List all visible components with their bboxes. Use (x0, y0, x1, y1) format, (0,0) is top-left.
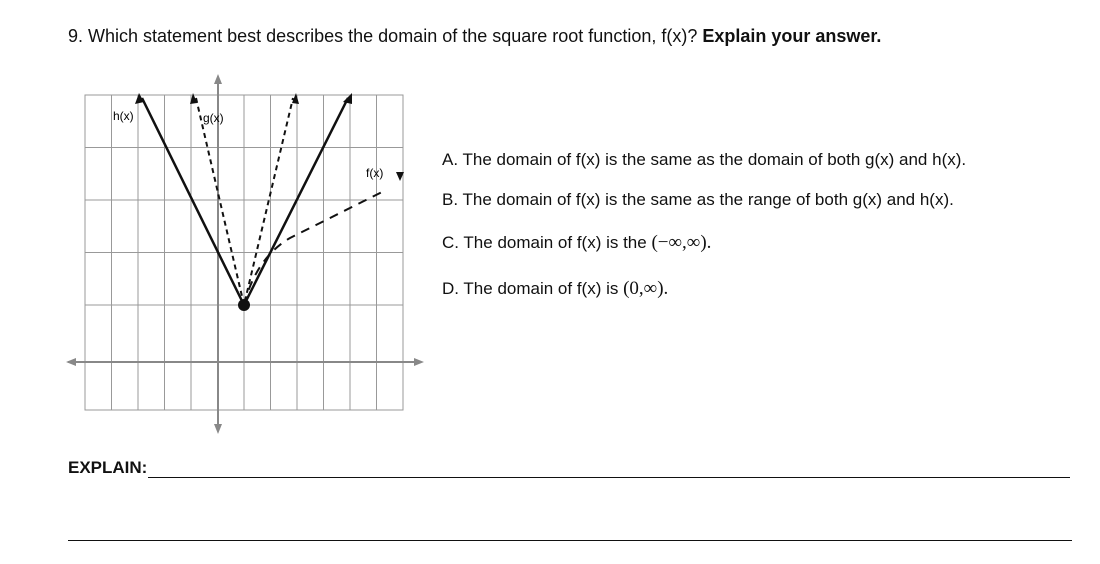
option: C. The domain of f(x) is the (−∞,∞). (442, 232, 711, 254)
option-text: The domain of f(x) is the same as the do… (462, 150, 967, 169)
graph-label: h(x) (113, 109, 134, 123)
option-math: (0,∞). (623, 278, 669, 299)
question-number: 9. (68, 26, 84, 46)
option-letter: A. (442, 150, 459, 169)
question: 9. Which statement best describes the do… (68, 26, 881, 47)
answer-line (68, 540, 1072, 541)
question-emphasis: Explain your answer. (702, 26, 882, 46)
option-text: The domain of f(x) is the same as the ra… (462, 190, 954, 209)
option: D. The domain of f(x) is (0,∞). (442, 278, 668, 300)
option-letter: C. (442, 233, 459, 252)
question-text: Which statement best describes the domai… (88, 26, 698, 46)
option-text: The domain of f(x) is the (463, 233, 647, 252)
option: B. The domain of f(x) is the same as the… (442, 190, 954, 210)
graph-label: f(x) (366, 166, 383, 180)
answer-line (148, 477, 1070, 478)
option-text: The domain of f(x) is (463, 279, 619, 298)
option: A. The domain of f(x) is the same as the… (442, 150, 966, 170)
option-letter: D. (442, 279, 459, 298)
graph-label: g(x) (203, 111, 224, 125)
option-letter: B. (442, 190, 459, 209)
option-math: (−∞,∞). (651, 232, 712, 253)
explain-label: EXPLAIN: (68, 458, 148, 477)
